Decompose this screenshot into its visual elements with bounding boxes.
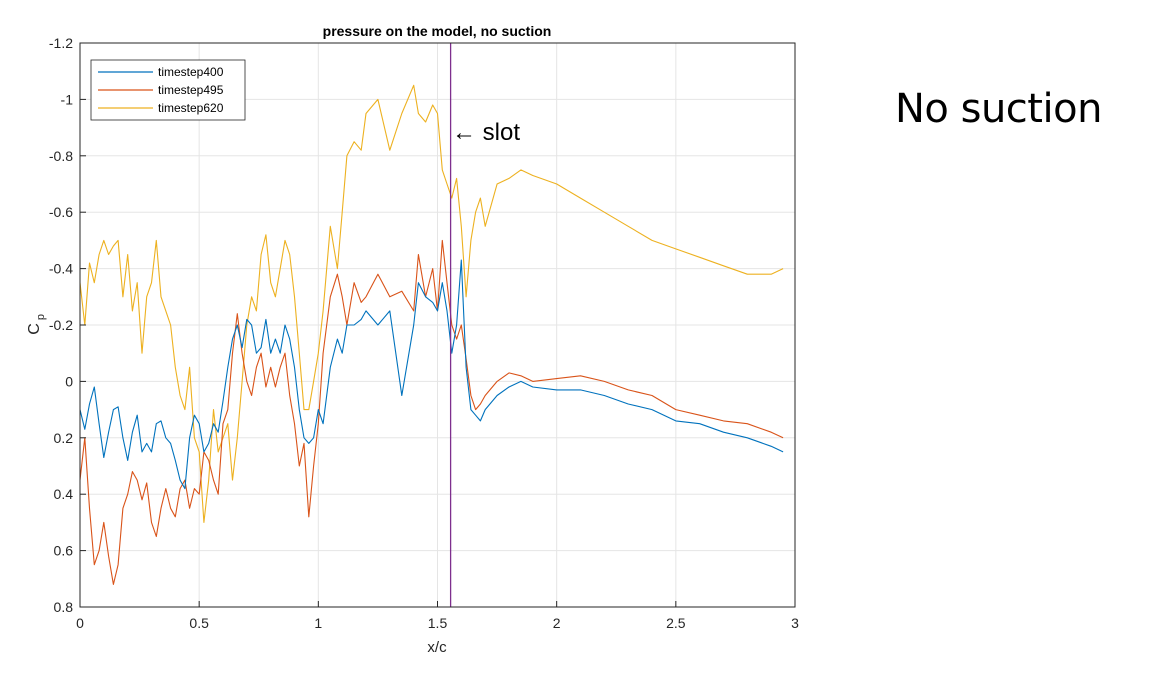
y-axis-label-sub: p [35,314,47,320]
y-tick-label: -0.6 [49,204,73,220]
x-tick-label: 1 [314,615,322,631]
y-tick-label: 0.6 [54,543,74,559]
legend-label-timestep495: timestep495 [158,83,224,97]
y-tick-label: -1.2 [49,35,73,51]
x-tick-label: 2.5 [666,615,686,631]
x-tick-label: 1.5 [428,615,448,631]
slot-annotation: ← slot [452,119,520,146]
legend-label-timestep620: timestep620 [158,101,224,115]
x-tick-label: 2 [553,615,561,631]
y-tick-label: 0.2 [54,430,74,446]
series-line-timestep495 [79,239,784,585]
x-axis-label: x/c [427,639,447,656]
y-tick-label: -0.2 [49,317,73,333]
grid [80,43,795,607]
x-tick-label: 0 [76,615,84,631]
y-axis-label-main: C [26,323,43,335]
legend-label-timestep400: timestep400 [158,65,224,79]
y-tick-label: -0.4 [49,261,73,277]
legend: timestep400 timestep495 timestep620 [90,59,246,121]
y-tick-label: -1 [61,91,74,107]
series-line-timestep400 [79,259,784,490]
y-tick-label: -0.8 [49,148,73,164]
y-tick-label: 0.4 [54,486,74,502]
chart-title: pressure on the model, no suction [323,23,552,39]
y-tick-label: 0 [65,373,73,389]
y-tick-label: 0.8 [54,599,74,615]
series-line-timestep620 [79,84,784,523]
y-axis-label: C p [26,314,47,335]
x-tick-label: 3 [791,615,799,631]
side-title: No suction [895,86,1102,132]
ticks: 0 0.5 1 1.5 2 2.5 3 -1.2 -1 -0.8 -0.6 -0.4 -0.2 0 0.2 0… [49,35,799,631]
x-tick-label: 0.5 [189,615,209,631]
series-layer [79,84,784,585]
